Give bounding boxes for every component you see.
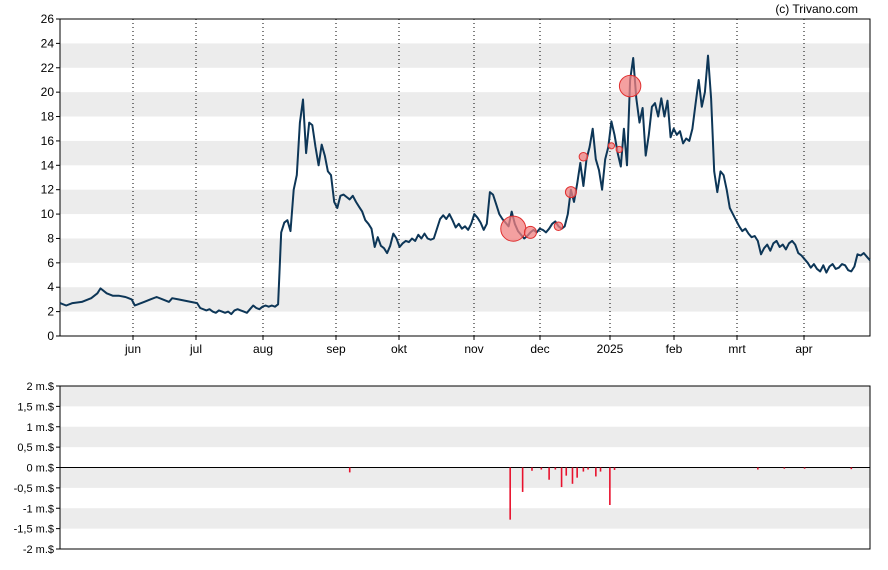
price-y-tick-label: 24 [41, 36, 55, 50]
price-y-tick-label: 0 [47, 329, 54, 343]
volume-bars [348, 467, 853, 520]
price-band [60, 189, 870, 215]
price-plot-border [59, 18, 871, 337]
price-x-tick-label: jul [189, 342, 202, 356]
volume-y-tick-label: 2 m.$ [26, 381, 54, 393]
price-band [60, 43, 870, 68]
price-y-tick-label: 12 [41, 183, 55, 197]
price-y-tick-label: 18 [41, 110, 55, 124]
price-band [60, 238, 870, 263]
price-x-tick-label: aug [253, 342, 273, 356]
price-x-ticks: jun jul aug sep okt nov dec 2025 feb mrt apr [124, 336, 813, 356]
price-frame [59, 18, 871, 337]
price-line-group [59, 54, 871, 316]
price-band [60, 140, 870, 166]
price-y-tick-label: 6 [47, 256, 54, 270]
price-x-tick-label: 2025 [597, 342, 624, 356]
price-y-tick-label: 4 [47, 280, 54, 294]
price-vertical-grid [132, 19, 805, 336]
volume-y-tick-label: -1 m.$ [23, 503, 54, 515]
volume-band [60, 467, 870, 488]
price-bubbles [500, 74, 642, 242]
volume-bands [60, 386, 870, 529]
volume-y-ticks: 2 m.$ 1,5 m.$ 1 m.$ 0,5 m.$ 0 m.$ -0,5 m.$ -1 … [14, 381, 60, 556]
trade-bubble [578, 152, 589, 162]
volume-band [60, 508, 870, 529]
price-y-tick-label: 10 [41, 207, 55, 221]
volume-y-tick-label: -0,5 m.$ [14, 483, 54, 495]
price-bands [60, 43, 870, 312]
price-y-tick-label: 8 [47, 231, 54, 245]
volume-y-tick-label: 0 m.$ [26, 463, 54, 475]
price-y-tick-label: 26 [41, 12, 55, 26]
trade-bubble [607, 142, 616, 150]
price-y-tick-label: 14 [41, 158, 55, 172]
price-band [60, 287, 870, 312]
trade-bubble [523, 225, 537, 239]
price-x-tick-label: feb [666, 342, 683, 356]
price-x-tick-label: apr [795, 342, 812, 356]
credit-label: (c) Trivano.com [775, 2, 858, 16]
price-x-tick-label: okt [391, 342, 408, 356]
price-x-tick-label: nov [464, 342, 483, 356]
price-line [59, 54, 871, 316]
volume-y-tick-label: 1 m.$ [26, 422, 54, 434]
trade-bubble [553, 221, 564, 232]
volume-band [60, 426, 870, 448]
price-y-tick-label: 20 [41, 85, 55, 99]
trade-bubble [564, 186, 577, 199]
volume-y-tick-label: -2 m.$ [23, 544, 54, 556]
price-y-tick-label: 2 [47, 305, 54, 319]
volume-y-tick-label: 0,5 m.$ [17, 442, 54, 454]
volume-y-tick-label: -1,5 m.$ [14, 524, 54, 536]
trade-bubble [500, 215, 527, 242]
price-x-tick-label: mrt [728, 342, 746, 356]
volume-band [60, 386, 870, 407]
price-y-tick-label: 22 [41, 61, 55, 75]
price-x-tick-label: jun [124, 342, 141, 356]
price-x-tick-label: sep [326, 342, 346, 356]
price-y-tick-label: 16 [41, 134, 55, 148]
volume-y-tick-label: 1,5 m.$ [17, 401, 54, 413]
trade-bubble [615, 145, 623, 154]
trade-bubble [618, 74, 642, 98]
price-x-tick-label: dec [530, 342, 549, 356]
price-band [60, 92, 870, 117]
